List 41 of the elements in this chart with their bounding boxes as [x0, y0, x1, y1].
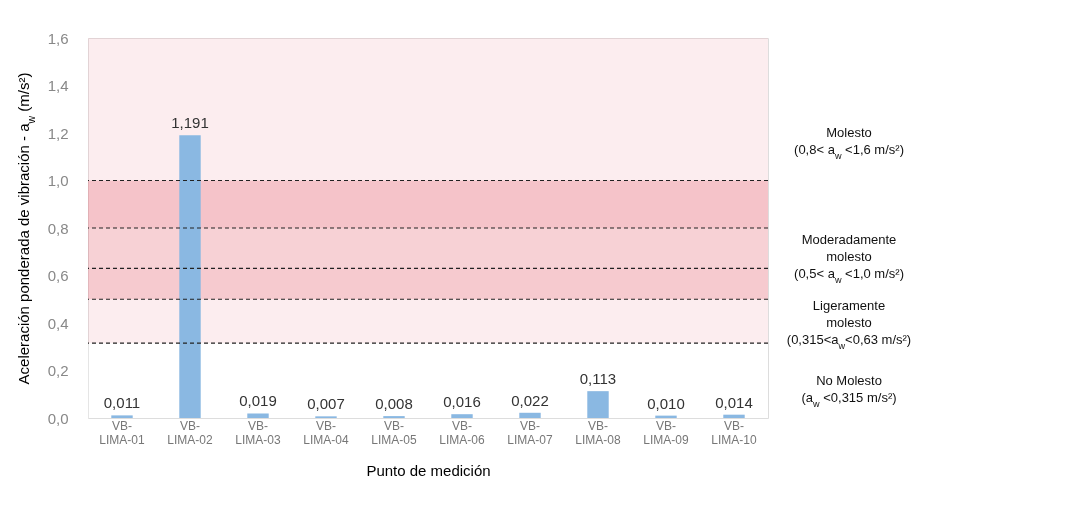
x-tick-label: VB-LIMA-01: [99, 418, 145, 447]
bar: [519, 412, 541, 418]
bar: [111, 415, 133, 418]
y-tick-label: 0,0: [47, 409, 69, 427]
x-tick-label: VB-LIMA-04: [303, 418, 349, 447]
bar: [587, 391, 609, 418]
bar: [723, 414, 745, 418]
y-tick-label: 0,8: [47, 219, 69, 237]
y-tick-label: 1,6: [47, 29, 69, 47]
x-tick-label: VB-LIMA-05: [371, 418, 417, 447]
band-label: Ligeramente molesto (0,315<a$_{w}$<0,63 m/s²): [786, 297, 912, 351]
bar: [451, 414, 473, 418]
band-label: Moderadamente molesto (0,5< a$_{w}$ <1,0 m/s²): [794, 231, 904, 285]
data-label: 0,008: [375, 395, 413, 413]
data-label: 0,016: [443, 393, 481, 411]
x-tick-label: VB-LIMA-10: [711, 418, 757, 447]
data-label: 0,014: [715, 393, 753, 411]
x-tick-label: VB-LIMA-03: [235, 418, 281, 447]
data-label: 0,010: [647, 394, 685, 412]
y-tick-label: 1,4: [47, 77, 69, 94]
band-label: No Molesto (a$_{w}$ <0,315 m/s²): [801, 372, 897, 409]
x-axis-title: Punto de medición: [366, 461, 491, 479]
x-tick-label: VB-LIMA-07: [507, 418, 553, 447]
data-label: 0,007: [307, 395, 345, 413]
y-tick-label: 1,2: [47, 124, 69, 142]
y-tick-label: 0,6: [47, 267, 69, 284]
x-tick-label: VB-LIMA-09: [643, 418, 689, 447]
y-tick-label: 0,2: [47, 362, 69, 379]
x-tick-label: VB-LIMA-06: [439, 418, 485, 447]
bar: [179, 135, 201, 418]
band-label: Molesto (0,8< a$_{w}$ <1,6 m/s²): [794, 125, 904, 161]
data-label: 0,011: [103, 394, 141, 412]
y-tick-label: 1,0: [47, 172, 69, 189]
x-tick-label: VB-LIMA-08: [575, 418, 621, 447]
bar: [247, 413, 269, 418]
data-label: 1,191: [171, 114, 209, 132]
x-tick-label: VB-LIMA-02: [167, 418, 213, 447]
data-label: 0,019: [239, 392, 277, 410]
y-tick-label: 0,4: [47, 314, 69, 332]
data-label: 0,022: [511, 391, 549, 409]
data-label: 0,113: [579, 370, 617, 388]
